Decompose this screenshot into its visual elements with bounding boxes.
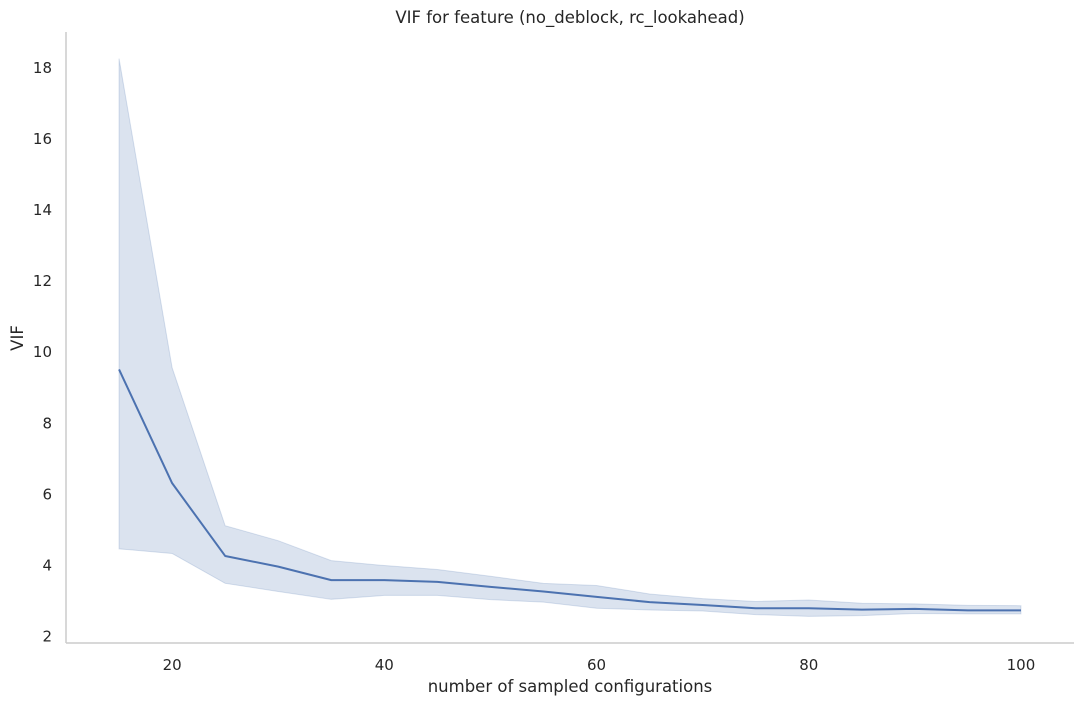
y-tick-label: 12	[33, 272, 52, 290]
chart-title: VIF for feature (no_deblock, rc_lookahea…	[395, 8, 744, 28]
y-axis-title: VIF	[8, 325, 27, 351]
y-tick-label: 8	[42, 414, 52, 432]
y-tick-label: 4	[42, 556, 52, 574]
y-tick-label: 18	[33, 59, 52, 77]
series-line	[118, 369, 1021, 612]
x-axis-ticks: 20 40 60 80 100	[163, 656, 1036, 674]
y-axis-ticks: 2 4 6 8 10 12 14 16 18	[33, 59, 52, 645]
x-axis-title: number of sampled configurations	[428, 677, 713, 696]
x-tick-label: 60	[587, 656, 606, 674]
x-tick-label: 80	[799, 656, 818, 674]
x-tick-label: 20	[163, 656, 182, 674]
y-tick-label: 2	[42, 627, 52, 645]
y-tick-label: 16	[33, 130, 52, 148]
plot-area	[118, 58, 1022, 617]
y-tick-label: 14	[33, 201, 52, 219]
y-tick-label: 10	[33, 343, 52, 361]
y-tick-label: 6	[42, 485, 52, 503]
confidence-band	[118, 58, 1022, 617]
x-tick-label: 40	[375, 656, 394, 674]
x-tick-label: 100	[1007, 656, 1036, 674]
